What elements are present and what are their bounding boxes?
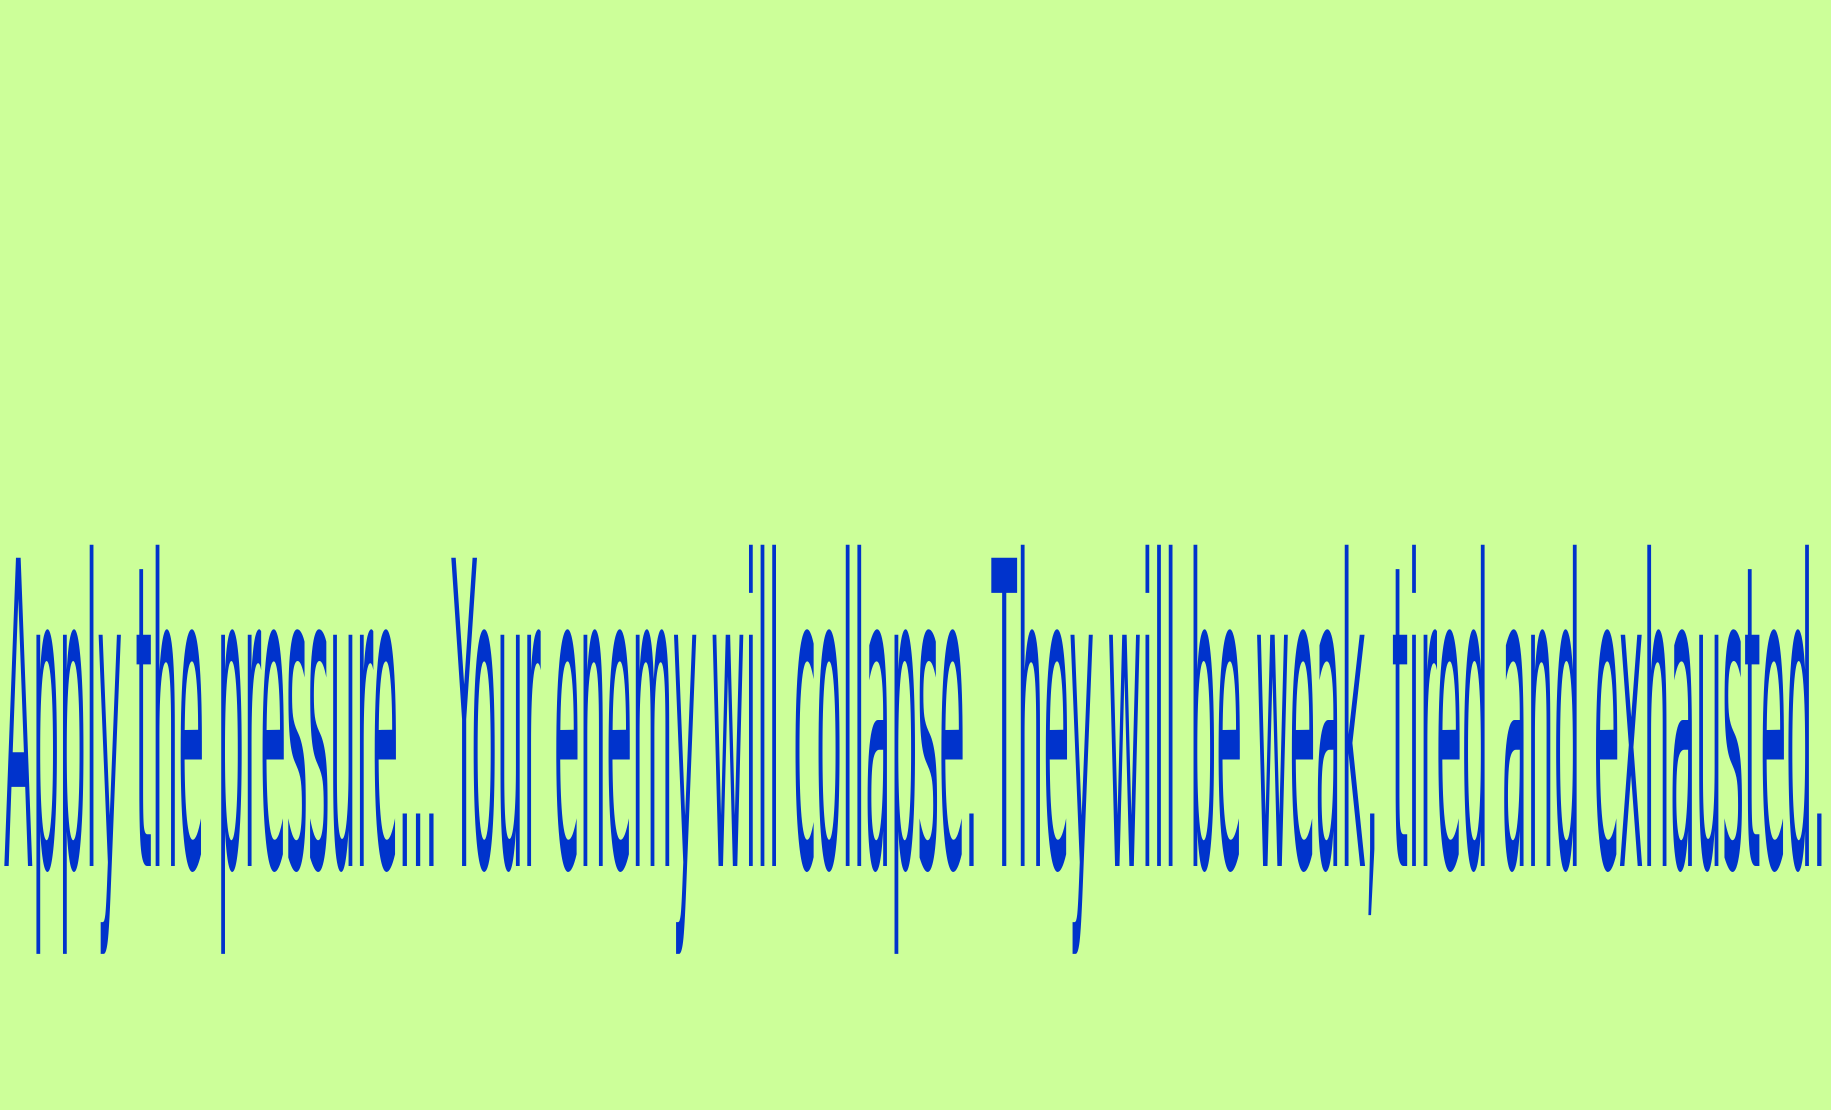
stretched-text-line: Apply the pressure... Your enemy will co… [4,476,1826,967]
